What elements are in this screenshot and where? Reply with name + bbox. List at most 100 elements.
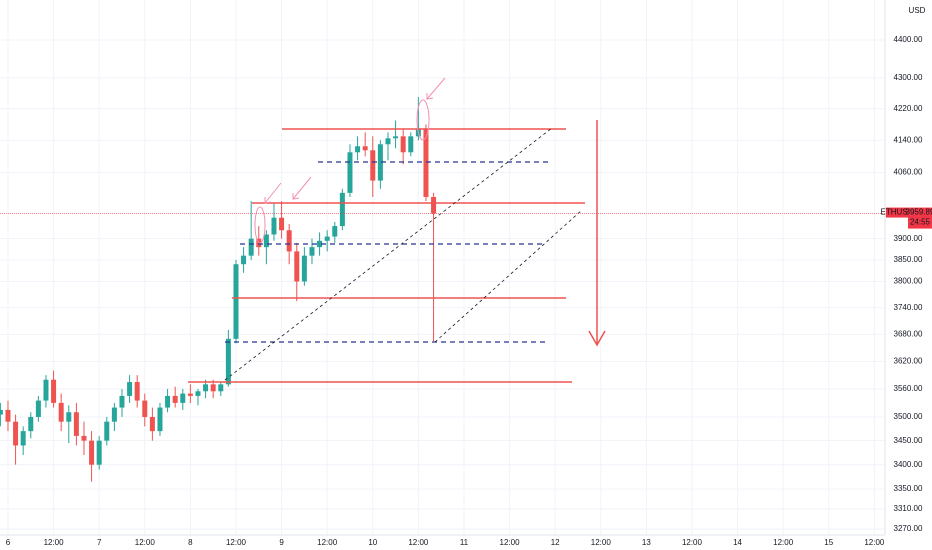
x-tick-label: 12:00 [226,538,247,547]
drawings [188,77,606,383]
symbol-label: ETHUSD [881,208,914,217]
candle-body [58,402,64,422]
candle-body [377,144,383,181]
down-arrow-head [588,330,606,347]
candle-body [66,412,72,422]
x-tick-label: 8 [188,538,193,547]
candle-body [20,431,26,446]
y-tick-label: 3850.00 [894,255,923,264]
candle-body [149,416,155,432]
candle-body [225,338,231,385]
candle-body [286,230,292,252]
x-tick-label: 13 [642,538,651,547]
countdown-label: 24:55 [910,218,931,227]
channel-line [224,127,553,381]
y-tick-label: 3560.00 [894,384,923,393]
candle-body [51,379,57,403]
candle-body [203,384,209,392]
y-tick-label: 4220.00 [894,104,923,113]
candle-body [370,150,376,181]
candle-body [324,236,330,241]
candle-body [355,146,361,153]
pointer-arrow-head [292,193,300,200]
candle-body [104,421,110,441]
currency-label: USD [909,6,926,15]
candle-body [309,247,315,256]
pointer-arrow-head [264,197,272,204]
y-tick-label: 3400.00 [894,460,923,469]
candle-body [400,136,406,153]
candle-body [339,192,345,227]
symbol-box [886,207,908,218]
x-tick-label: 11 [460,538,469,547]
candle-body [248,238,254,256]
y-tick-label: 3740.00 [894,303,923,312]
y-tick-label: 3900.00 [894,234,923,243]
x-tick-label: 10 [368,538,377,547]
candle-body [119,395,125,408]
x-tick-label: 12:00 [500,538,521,547]
candle-body [431,196,437,214]
x-tick-label: 12:00 [591,538,612,547]
candle-body [195,391,201,396]
candle-body [111,407,117,422]
candle-body [362,146,368,151]
y-tick-label: 3450.00 [894,436,923,445]
candle-body [408,136,414,153]
candle-body [81,435,87,441]
y-tick-label: 4400.00 [894,35,923,44]
x-tick-label: 12:00 [135,538,156,547]
candle-body [96,440,102,465]
y-tick-label: 3270.00 [894,524,923,533]
candle-body [385,138,391,145]
candle-body [43,379,49,401]
x-tick-label: 7 [97,538,102,547]
y-tick-label: 3310.00 [894,504,923,513]
candle-body [393,136,399,139]
candle-body [89,440,95,465]
candle-body [165,395,171,408]
candle-body [142,400,148,417]
candle-body [180,393,186,403]
x-tick-label: 12:00 [864,538,885,547]
candles [0,97,437,482]
candle-body [187,393,193,396]
price-box [908,207,932,229]
pointer-arrow [264,182,282,204]
candle-body [279,217,285,231]
candle-body [134,382,140,401]
channel-line [434,209,583,343]
candle-body [301,255,307,282]
y-tick-label: 3800.00 [894,277,923,286]
price-label: 3959.89 [906,208,932,217]
pointer-arrow [426,77,446,100]
candle-body [13,421,19,446]
x-tick-label: 6 [6,538,11,547]
y-tick-label: 3350.00 [894,484,923,493]
highlight-ellipse [254,206,266,244]
x-tick-label: 9 [279,538,284,547]
candle-body [347,152,353,193]
candle-body [210,384,216,392]
x-tick-label: 12:00 [44,538,65,547]
candle-body [218,384,224,392]
x-tick-label: 12:00 [773,538,794,547]
candle-body [172,395,178,403]
candle-body [241,255,247,265]
x-tick-label: 12 [551,538,560,547]
candle-body [423,128,429,197]
x-tick-label: 12:00 [317,538,338,547]
candle-body [5,409,11,422]
candle-body [317,240,323,248]
y-tick-label: 3500.00 [894,412,923,421]
x-tick-label: 12:00 [682,538,703,547]
candle-body [127,382,133,396]
candle-body [263,234,269,248]
x-tick-label: 14 [733,538,742,547]
y-tick-label: 4300.00 [894,73,923,82]
candle-body [35,400,41,417]
pointer-arrow-head [426,93,434,100]
